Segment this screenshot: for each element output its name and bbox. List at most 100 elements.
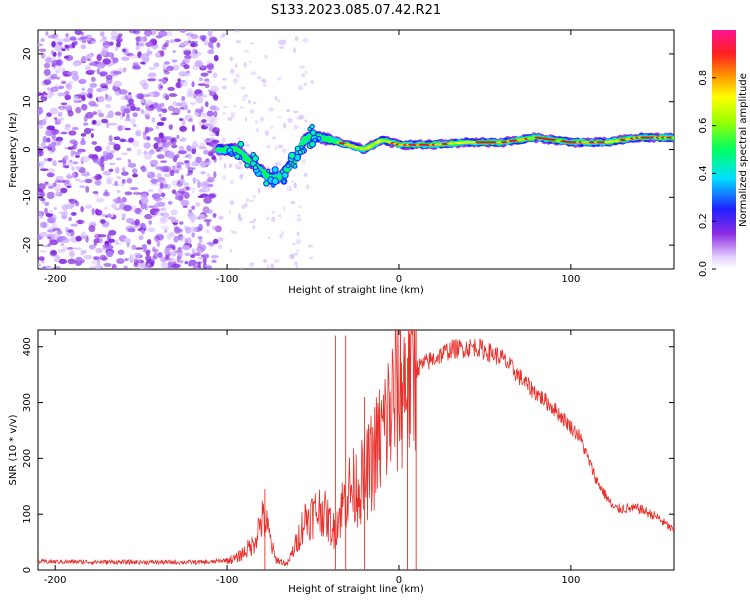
spectrogram-noise-blob — [70, 223, 79, 227]
spectrogram-noise-blob — [101, 44, 110, 49]
spectrogram-noise-blob — [165, 31, 173, 37]
spectrogram-noise-blob — [209, 133, 216, 137]
spectrogram-noise-blob — [50, 73, 58, 79]
colorbar-tick-label: 0.4 — [698, 165, 709, 181]
spectrogram-noise-blob — [229, 199, 235, 206]
spectrogram-noise-blob — [38, 125, 44, 129]
spectrogram-noise-blob — [43, 69, 51, 76]
spectrogram-noise-blob — [151, 117, 156, 123]
spectrogram-noise-blob — [114, 207, 121, 211]
spectrogram-noise-blob — [207, 49, 215, 55]
spectrogram-noise-blob — [160, 160, 168, 163]
spectrogram-noise-blob — [75, 154, 80, 158]
spectrogram-noise-blob — [170, 112, 180, 116]
spectrogram-noise-blob — [158, 132, 164, 139]
spectrogram-noise-blob — [206, 110, 214, 117]
spectrogram-noise-blob — [275, 161, 278, 167]
spectrogram-noise-blob — [172, 221, 178, 225]
spectrogram-noise-blob — [206, 176, 215, 183]
spectrogram-noise-blob — [39, 250, 47, 253]
spectrogram-noise-blob — [168, 124, 173, 130]
spectrogram-noise-blob — [135, 45, 141, 51]
spectrogram-noise-blob — [51, 33, 59, 39]
colorbar-label: Normalized spectral amplitude — [738, 73, 749, 227]
spectrogram-noise-blob — [155, 125, 159, 130]
spectrogram-noise-blob — [89, 82, 98, 88]
spectrogram-noise-blob — [115, 41, 121, 48]
spectrogram-noise-blob — [301, 73, 306, 78]
spectrogram-noise-blob — [130, 118, 136, 125]
spectrogram-noise-blob — [147, 78, 157, 82]
spectrogram-noise-blob — [85, 204, 93, 209]
spectrogram-noise-blob — [250, 71, 257, 75]
spectrogram-noise-blob — [274, 95, 278, 101]
spectrogram-noise-blob — [200, 93, 208, 99]
spectrogram-noise-blob — [41, 197, 46, 202]
spectrogram-noise-blob — [144, 152, 153, 160]
spectrogram-noise-blob — [195, 178, 200, 182]
spectrogram-noise-blob — [178, 259, 184, 264]
spectrogram-noise-blob — [242, 96, 246, 102]
spectrogram-noise-blob — [128, 98, 134, 105]
spectrogram-noise-blob — [208, 41, 214, 48]
spectrogram-noise-blob — [85, 111, 94, 119]
spectrogram-noise-blob — [139, 36, 145, 42]
spectrogram-noise-blob — [51, 40, 56, 48]
snr-ytick-label: 300 — [22, 393, 33, 412]
spectrogram-noise-blob — [62, 179, 71, 184]
spectrogram-noise-blob — [133, 258, 139, 266]
spectrogram-noise-blob — [167, 200, 173, 205]
spectrogram-noise-blob — [207, 209, 213, 214]
spectrogram-noise-blob — [126, 147, 132, 152]
spectrogram-noise-blob — [147, 205, 156, 209]
spectrogram-noise-blob — [60, 187, 68, 194]
spectrogram-noise-blob — [38, 162, 41, 166]
spectrogram-noise-blob — [64, 165, 70, 169]
spectrogram-noise-blob — [50, 91, 55, 96]
spectrogram-noise-blob — [211, 139, 220, 144]
spectrogram-noise-blob — [199, 77, 203, 82]
spectrogram-noise-blob — [200, 244, 207, 251]
spectrogram-noise-blob — [112, 70, 122, 75]
spectrogram-noise-blob — [142, 55, 150, 63]
spectrogram-noise-blob — [47, 147, 52, 151]
spectrogram-noise-blob — [293, 182, 297, 189]
spectrogram-noise-blob — [39, 221, 47, 229]
spectrogram-noise-blob — [252, 194, 256, 199]
spectrogram-noise-blob — [81, 96, 85, 100]
spectrogram-noise-blob — [150, 30, 157, 36]
spectrogram-noise-blob — [197, 195, 205, 199]
colorbar-tick-label: 0.2 — [698, 213, 709, 229]
spectrogram-noise-blob — [159, 165, 169, 173]
spectrogram-noise-blob — [222, 112, 227, 115]
spectrogram-noise-blob — [106, 178, 112, 185]
spectrogram-noise-blob — [184, 260, 188, 265]
spectrogram-noise-blob — [218, 243, 223, 250]
spectrogram-noise-blob — [67, 146, 74, 150]
spectrogram-ytick-label: -10 — [22, 189, 33, 205]
spectrogram-noise-blob — [163, 247, 171, 255]
spectrogram-noise-blob — [143, 109, 151, 117]
spectrogram-noise-blob — [45, 212, 54, 218]
spectrogram-noise-blob — [262, 83, 267, 87]
spectrogram-noise-blob — [50, 86, 59, 93]
spectrogram-noise-blob — [96, 54, 102, 62]
spectrogram-noise-blob — [277, 214, 282, 218]
spectrogram-ridge-speck — [271, 177, 280, 186]
spectrogram-noise-blob — [156, 121, 165, 126]
spectrogram-noise-blob — [153, 197, 163, 201]
spectrogram-noise-blob — [123, 50, 130, 56]
spectrogram-noise-blob — [218, 155, 223, 161]
spectrogram-noise-blob — [93, 241, 97, 246]
spectrogram-noise-blob — [97, 109, 102, 115]
spectrogram-noise-blob — [98, 234, 107, 238]
spectrogram-noise-blob — [221, 85, 228, 90]
spectrogram-noise-blob — [139, 54, 149, 62]
spectrogram-noise-blob — [130, 105, 137, 111]
spectrogram-noise-blob — [117, 33, 123, 38]
spectrogram-noise-blob — [69, 36, 77, 41]
spectrogram-noise-blob — [243, 62, 248, 68]
spectrogram-noise-blob — [109, 162, 116, 166]
spectrogram-noise-blob — [198, 239, 203, 243]
spectrogram-noise-blob — [38, 43, 44, 47]
